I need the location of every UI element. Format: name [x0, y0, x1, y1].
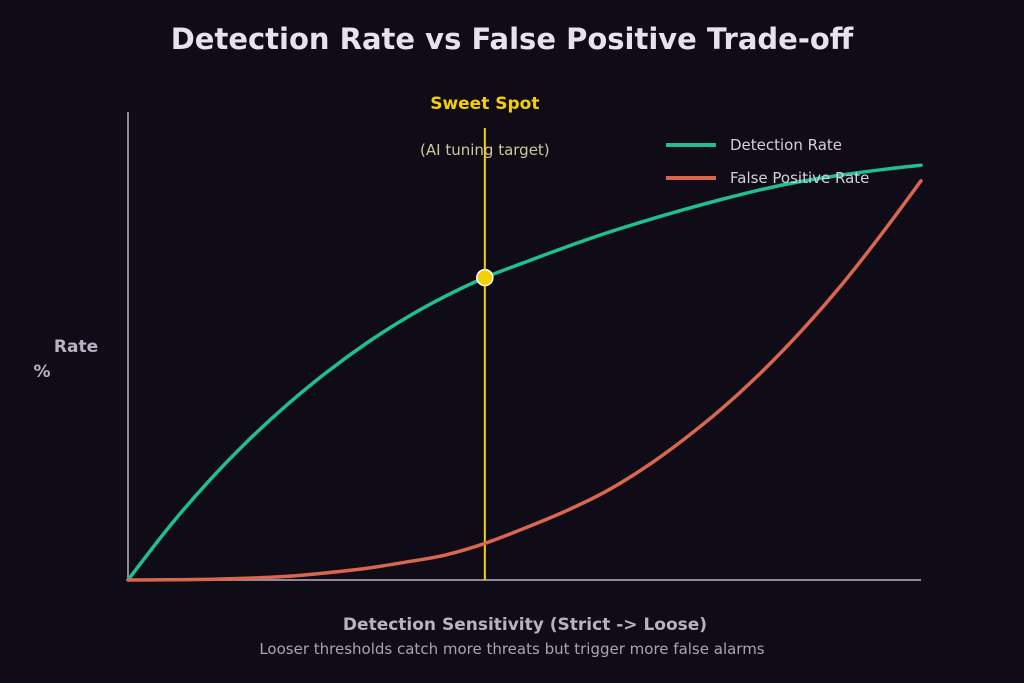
chart-title: Detection Rate vs False Positive Trade-o…	[171, 22, 854, 56]
x-axis-label: Detection Sensitivity (Strict -> Loose)	[343, 615, 707, 635]
sweet-spot-label: Sweet Spot	[430, 94, 539, 114]
legend-label-false-positive-rate: False Positive Rate	[730, 169, 869, 187]
chart-subtitle: Looser thresholds catch more threats but…	[259, 640, 764, 658]
legend: Detection Rate False Positive Rate	[666, 136, 869, 187]
series-line-false-positive-rate	[126, 179, 923, 582]
series-line-detection-rate	[126, 163, 923, 582]
sweet-spot-marker	[476, 268, 494, 287]
y-axis-label-line2: %	[33, 362, 50, 382]
y-axis-label-line1: Rate	[54, 337, 98, 357]
legend-label-detection-rate: Detection Rate	[730, 136, 842, 154]
sweet-spot-sublabel: (AI tuning target)	[420, 141, 550, 159]
